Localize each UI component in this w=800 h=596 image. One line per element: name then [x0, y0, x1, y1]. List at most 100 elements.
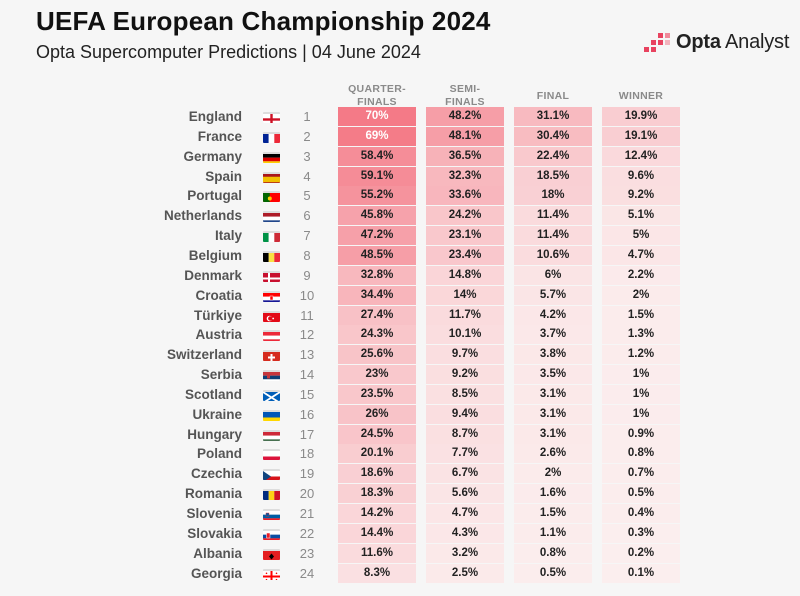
probability-cell: 3.5%	[514, 365, 592, 385]
country-name: England	[188, 109, 242, 124]
table-row: Italy 7 47.2% 23.1% 11.4% 5%	[0, 226, 800, 246]
column-header-winner: WINNER	[618, 89, 664, 102]
probability-cell: 3.1%	[514, 424, 592, 444]
ukraine-flag-icon	[263, 409, 280, 421]
brand-text: Opta Analyst	[676, 31, 789, 54]
rank-number: 2	[303, 128, 311, 144]
rank-number: 20	[299, 486, 315, 502]
probability-cell: 14.2%	[338, 504, 416, 523]
probability-cell: 27.4%	[338, 305, 416, 325]
rank-number: 1	[303, 109, 311, 124]
poland-flag-icon	[263, 449, 280, 461]
rank-number: 16	[299, 406, 315, 422]
probability-cell: 1.6%	[514, 484, 592, 504]
table-row: Georgia 24 8.3% 2.5% 0.5% 0.1%	[0, 563, 800, 584]
probability-cell: 9.4%	[426, 404, 504, 424]
rank-number: 6	[303, 208, 311, 224]
probability-cell: 5%	[602, 226, 680, 246]
probability-cell: 58.4%	[338, 146, 416, 166]
probability-cell: 9.2%	[426, 365, 504, 385]
rank-number: 11	[300, 307, 314, 323]
rank-number: 5	[303, 188, 311, 204]
probability-cell: 11.4%	[514, 226, 592, 246]
table-row: Czechia 19 18.6% 6.7% 2% 0.7%	[0, 464, 800, 484]
probability-cell: 45.8%	[338, 206, 416, 226]
country-name: Poland	[196, 446, 242, 462]
probability-cell: 0.5%	[514, 563, 592, 583]
probability-cell: 19.9%	[602, 107, 680, 126]
rank-number: 14	[299, 367, 315, 383]
country-name: Albania	[193, 545, 242, 561]
country-name: Portugal	[187, 188, 242, 204]
probability-cell: 0.9%	[602, 424, 680, 444]
spain-flag-icon	[263, 171, 280, 183]
probability-cell: 0.4%	[602, 504, 680, 523]
probability-cell: 24.2%	[426, 206, 504, 226]
country-name: Slovakia	[187, 525, 242, 541]
rank-number: 22	[299, 525, 315, 541]
probability-cell: 69%	[338, 126, 416, 146]
probability-cell: 4.7%	[426, 504, 504, 523]
probability-cell: 11.7%	[426, 305, 504, 325]
probability-cell: 34.4%	[338, 285, 416, 305]
table-row: Slovakia 22 14.4% 4.3% 1.1% 0.3%	[0, 523, 800, 544]
georgia-flag-icon	[263, 568, 280, 580]
brand-light: Analyst	[725, 30, 790, 53]
italy-flag-icon	[263, 231, 280, 243]
probability-cell: 59.1%	[338, 166, 416, 186]
probability-cell: 14%	[426, 285, 504, 305]
probability-cell: 2.2%	[602, 265, 680, 285]
probability-cell: 2.5%	[426, 563, 504, 583]
table-row: Denmark 9 32.8% 14.8% 6% 2.2%	[0, 265, 800, 286]
probability-cell: 3.8%	[514, 345, 592, 365]
rank-number: 18	[299, 446, 315, 462]
probability-cell: 32.8%	[338, 265, 416, 285]
turkiye-flag-icon	[263, 310, 280, 322]
germany-flag-icon	[263, 151, 280, 163]
probability-cell: 11.6%	[338, 543, 416, 563]
slovakia-flag-icon	[263, 528, 280, 540]
probability-cell: 0.8%	[514, 543, 592, 563]
belgium-flag-icon	[263, 250, 280, 262]
probability-cell: 2%	[602, 285, 680, 305]
probability-cell: 5.7%	[514, 285, 592, 305]
country-name: Croatia	[195, 287, 242, 303]
probability-cell: 9.7%	[426, 345, 504, 365]
probability-cell: 2.6%	[514, 444, 592, 464]
probability-cell: 48.2%	[426, 107, 504, 126]
hungary-flag-icon	[263, 429, 280, 441]
probability-cell: 12.4%	[602, 146, 680, 166]
table-row: Türkiye 11 27.4% 11.7% 4.2% 1.5%	[0, 305, 800, 326]
probability-cell: 48.1%	[426, 126, 504, 146]
probability-cell: 18.3%	[338, 484, 416, 504]
table-row: Croatia 10 34.4% 14% 5.7% 2%	[0, 285, 800, 306]
country-name: Spain	[205, 168, 242, 184]
table-row: Slovenia 21 14.2% 4.7% 1.5% 0.4%	[0, 504, 800, 524]
rank-number: 7	[303, 228, 311, 244]
country-name: Belgium	[188, 247, 242, 263]
table-row: Poland 18 20.1% 7.7% 2.6% 0.8%	[0, 444, 800, 464]
probability-cell: 55.2%	[338, 186, 416, 206]
rank-number: 13	[299, 347, 315, 363]
country-name: Netherlands	[163, 208, 242, 224]
probability-cell: 23.1%	[426, 226, 504, 246]
serbia-flag-icon	[263, 370, 280, 382]
country-name: Denmark	[184, 267, 242, 283]
probability-cell: 70%	[338, 107, 416, 126]
table-row: Albania 23 11.6% 3.2% 0.8% 0.2%	[0, 543, 800, 564]
table-row: Serbia 14 23% 9.2% 3.5% 1%	[0, 365, 800, 385]
probability-cell: 18.5%	[514, 166, 592, 186]
probability-cell: 3.2%	[426, 543, 504, 563]
column-header-semi-finals: SEMI- FINALS	[445, 83, 485, 108]
country-name: Germany	[183, 148, 242, 164]
table-row: Netherlands 6 45.8% 24.2% 11.4% 5.1%	[0, 206, 800, 226]
probability-cell: 4.7%	[602, 245, 680, 265]
probability-cell: 26%	[338, 404, 416, 424]
country-name: Serbia	[200, 367, 242, 383]
probability-cell: 23.4%	[426, 245, 504, 265]
table-row: Romania 20 18.3% 5.6% 1.6% 0.5%	[0, 484, 800, 504]
probability-cell: 47.2%	[338, 226, 416, 246]
table-row: England 1 70% 48.2% 31.1% 19.9%	[0, 107, 800, 127]
probability-cell: 5.6%	[426, 484, 504, 504]
rank-number: 23	[299, 545, 315, 561]
